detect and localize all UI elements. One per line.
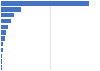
- Bar: [1, 54, 2, 58]
- Bar: [1, 65, 2, 70]
- Bar: [1, 42, 4, 46]
- Bar: [1, 59, 2, 64]
- Bar: [1, 36, 5, 41]
- Bar: [1, 7, 21, 12]
- Bar: [1, 48, 3, 52]
- Bar: [1, 19, 11, 23]
- Bar: [1, 30, 6, 35]
- Bar: [1, 1, 88, 6]
- Bar: [1, 13, 14, 17]
- Bar: [1, 25, 8, 29]
